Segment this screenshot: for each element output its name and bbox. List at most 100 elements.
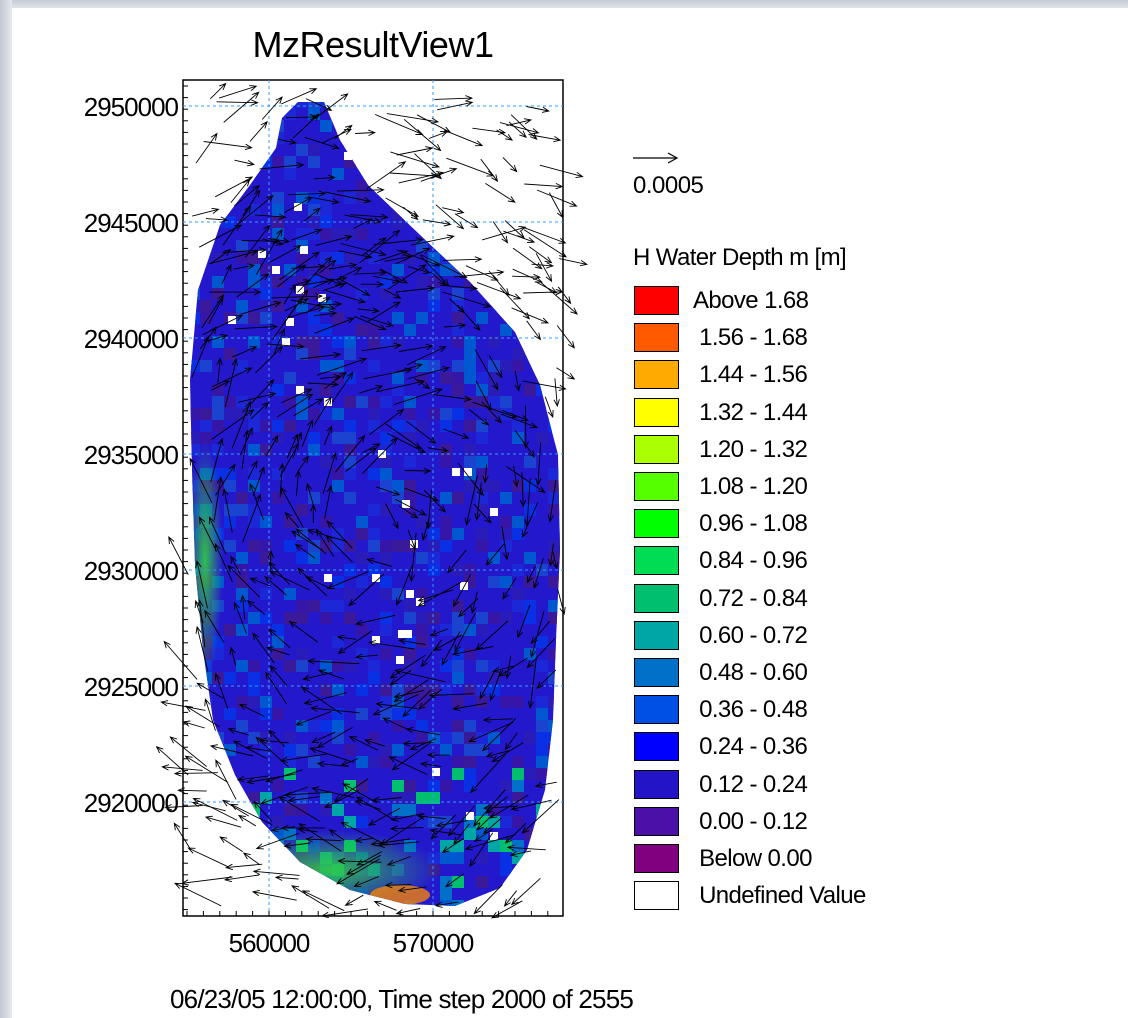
velocity-arrow (526, 106, 550, 113)
depth-cell (488, 816, 500, 828)
velocity-arrow (443, 428, 470, 439)
depth-cell (452, 336, 464, 348)
velocity-arrow (511, 307, 550, 324)
depth-cell (212, 672, 224, 684)
depth-cell (368, 360, 380, 372)
y-tick-label: 2930000 (83, 556, 179, 586)
velocity-arrow (247, 460, 258, 480)
velocity-arrow (328, 262, 358, 270)
velocity-arrow (492, 221, 509, 244)
velocity-arrow (288, 190, 327, 197)
depth-cell (512, 840, 524, 852)
depth-cell (428, 408, 440, 420)
depth-cell (356, 780, 368, 792)
velocity-arrow (506, 118, 533, 127)
depth-cell (200, 408, 212, 420)
velocity-arrow (254, 213, 287, 220)
depth-cell (236, 492, 248, 504)
y-tick-label: 2920000 (83, 788, 179, 818)
velocity-arrow (283, 791, 331, 798)
velocity-arrow (437, 100, 474, 111)
velocity-arrow (523, 288, 564, 296)
velocity-arrow (526, 565, 536, 584)
depth-cell (308, 288, 320, 300)
legend-swatch (634, 806, 679, 836)
depth-cell (248, 252, 260, 264)
depth-cell (392, 372, 404, 384)
depth-cell (344, 744, 356, 756)
depth-cell (404, 600, 416, 612)
depth-cell (464, 744, 476, 756)
y-tick-label: 2940000 (83, 324, 179, 354)
velocity-arrow (173, 770, 218, 777)
legend-swatch (634, 583, 679, 613)
velocity-arrow (164, 803, 203, 811)
velocity-arrow (348, 736, 378, 751)
depth-cell (488, 492, 500, 504)
velocity-arrow (447, 549, 467, 574)
velocity-arrow (453, 269, 505, 278)
depth-cell (248, 408, 260, 420)
depth-cell (452, 540, 464, 552)
velocity-arrow (504, 655, 512, 680)
undefined-cell (282, 338, 290, 346)
velocity-arrow (362, 443, 381, 454)
depth-cell (452, 696, 464, 708)
velocity-arrow (245, 745, 271, 752)
velocity-arrow (530, 620, 551, 645)
velocity-arrow (328, 829, 345, 841)
depth-cell (212, 420, 224, 432)
depth-cell (488, 804, 500, 816)
velocity-arrow (510, 877, 541, 906)
depth-cell (548, 480, 560, 492)
depth-cell (548, 468, 560, 480)
legend-label: 0.12 - 0.24 (693, 770, 808, 798)
velocity-arrow (334, 434, 366, 473)
depth-cell (452, 360, 464, 372)
velocity-arrow (531, 262, 555, 269)
velocity-arrow (277, 393, 314, 418)
depth-cell (500, 360, 512, 372)
legend-label: 0.72 - 0.84 (693, 584, 808, 612)
velocity-arrow (266, 343, 305, 350)
velocity-arrow (271, 293, 324, 300)
velocity-arrow (439, 284, 479, 292)
depth-cell (380, 576, 392, 588)
velocity-arrow (242, 852, 260, 865)
depth-cell (380, 684, 392, 696)
velocity-arrow (375, 486, 401, 496)
velocity-arrow (375, 701, 418, 709)
depth-cell (380, 504, 392, 516)
depth-cell (272, 780, 284, 792)
depth-cell (332, 324, 344, 336)
depth-cell (536, 732, 548, 744)
depth-cell (332, 408, 344, 420)
depth-cell (416, 240, 428, 252)
legend-label: 0.84 - 0.96 (693, 547, 808, 575)
depth-cell (380, 288, 392, 300)
depth-cell (248, 552, 260, 564)
velocity-arrow (265, 671, 288, 705)
velocity-arrow (163, 640, 198, 680)
depth-cell (380, 648, 392, 660)
velocity-arrow (196, 682, 224, 699)
depth-cell (380, 612, 392, 624)
velocity-arrow (485, 183, 516, 203)
depth-cell (248, 732, 260, 744)
velocity-arrow (482, 464, 489, 484)
depth-cell (548, 492, 560, 504)
velocity-arrow (295, 711, 332, 726)
velocity-arrow (426, 751, 451, 759)
depth-cell (476, 372, 488, 384)
depth-cell (284, 492, 296, 504)
velocity-arrow (252, 868, 300, 876)
depth-cell (488, 396, 500, 408)
velocity-arrow (234, 184, 261, 207)
velocity-arrow (473, 828, 493, 842)
velocity-arrow (498, 657, 528, 677)
velocity-arrow (293, 398, 324, 417)
depth-cell (236, 300, 248, 312)
depth-cell (320, 792, 332, 804)
velocity-arrow (250, 401, 270, 420)
